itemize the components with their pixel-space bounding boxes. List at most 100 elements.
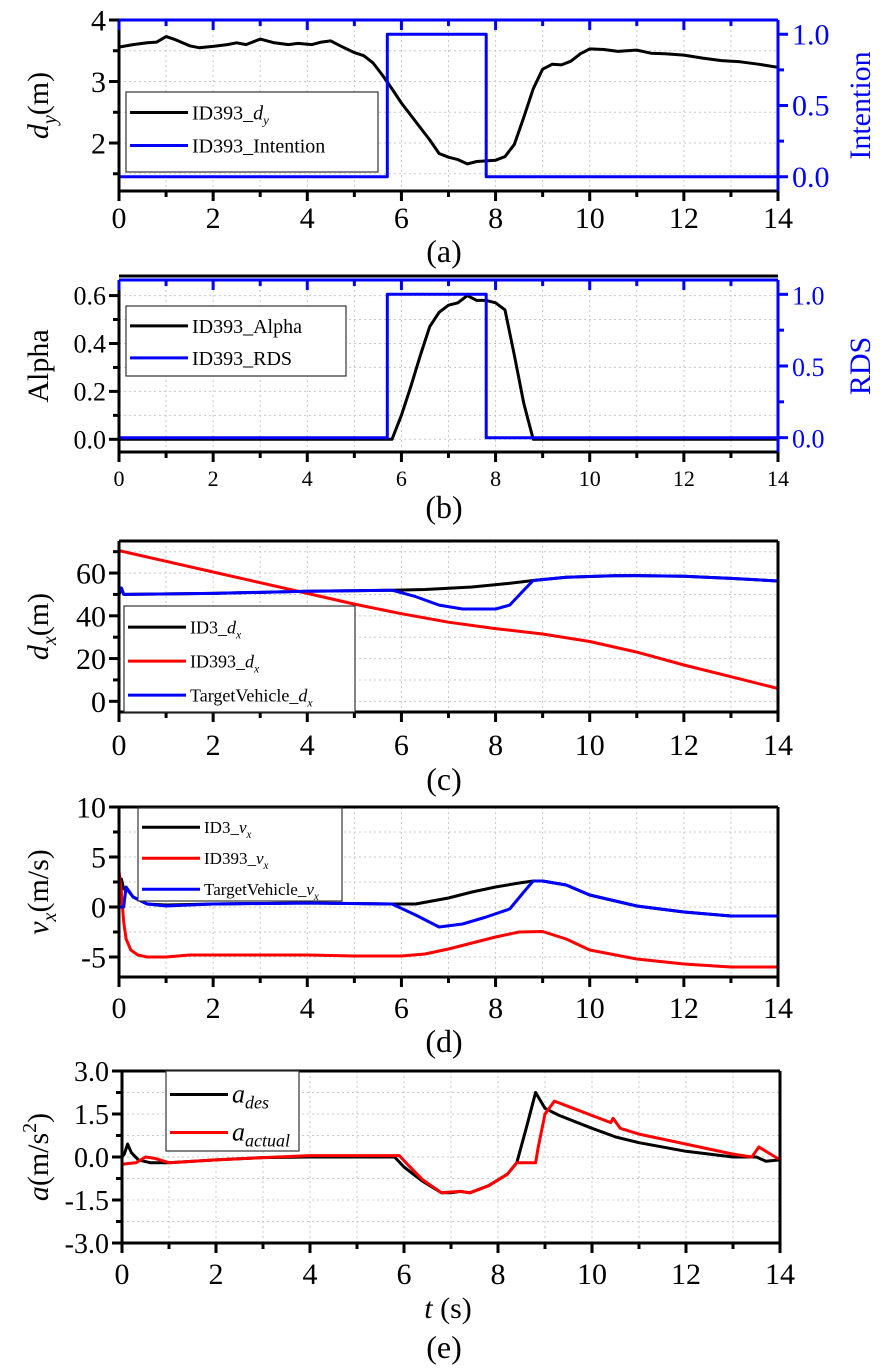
series-line-id393-v-x [117, 870, 778, 969]
y-tick-label: -5 [81, 942, 106, 975]
legend-label-subscript: x [306, 696, 313, 709]
y-axis-title-unit: (m) [22, 72, 55, 115]
y-axis-title-symbol: a [22, 1186, 55, 1201]
y-axis-title-subscript: x [39, 912, 61, 922]
y2-axis-title: Intention [844, 51, 877, 159]
panel-c: 0 2 4 6 8 10 12 140204060dx(m)(c)ID3_dxID393_dx… [22, 539, 793, 797]
y-axis-title-unit: (m) [22, 593, 55, 636]
y-axis-title-unit: (m/s) [22, 849, 55, 912]
y-axis-title: a(m/s2) [19, 1113, 55, 1201]
legend-label-symbol: d [253, 102, 264, 124]
y-tick-label: 4 [91, 5, 106, 38]
y-tick-label: 3 [91, 66, 106, 99]
x-tick-label: 0 [114, 466, 125, 491]
legend-label: TargetVehicle_vx [204, 880, 319, 903]
legend-label-subscript: x [253, 662, 260, 675]
legend-box [137, 807, 343, 902]
y2-tick-label: 0.0 [792, 161, 830, 194]
legend-label-subscript: x [235, 628, 242, 641]
legend-box [125, 305, 347, 377]
x-tick-label: 12 [669, 202, 699, 235]
x-tick-label: 2 [206, 202, 221, 235]
x-tick-label: 4 [300, 992, 315, 1025]
x-axis-title-unit: (s) [433, 1292, 472, 1325]
y-axis-title-superscript: 2 [19, 1123, 41, 1133]
series-line-id393-d-x [118, 549, 779, 690]
legend-label: TargetVehicle_dx [190, 685, 313, 709]
x-tick-label: 10 [579, 466, 601, 491]
y-tick-label: 40 [76, 600, 106, 633]
x-tick-label: 12 [669, 992, 699, 1025]
x-tick-label: 4 [300, 202, 315, 235]
x-tick-label: 2 [206, 992, 221, 1025]
legend: ID393_dy ID393_Intention [125, 91, 379, 173]
panel-b: 0 2 4 6 8 10 12 140.00.20.40.60.00.51.0RDSAlpha… [22, 274, 877, 525]
legend-label-text: ID393_RDS [192, 348, 292, 370]
panel-label: (b) [425, 489, 462, 525]
x-tick-label: 8 [491, 1258, 506, 1291]
legend-label-text: ID393_ [192, 102, 254, 124]
legend-label-symbol: d [245, 651, 255, 671]
x-tick-label: 10 [575, 202, 605, 235]
y-tick-label: 3.0 [74, 1057, 109, 1088]
panel-label: (e) [426, 1329, 462, 1365]
panel-e: 0 2 4 6 8 10 12 14-3.0-1.50.01.53.0a(m/s2)t (s)… [19, 1057, 795, 1365]
y-axis-title-symbol: d [22, 644, 55, 660]
legend-label-symbol: a [232, 1117, 245, 1146]
y-tick-label: 5 [91, 842, 106, 875]
legend-label-symbol: v [239, 818, 247, 837]
legend-box [165, 1070, 300, 1152]
legend-label-symbol: d [298, 685, 308, 705]
y2-tick-label: 0.0 [792, 425, 825, 454]
y-axis-title-close: ) [22, 1113, 55, 1123]
x-tick-label: 14 [767, 466, 789, 491]
panel-d: 0 2 4 6 8 10 12 14-50510vx(m/s)(d)ID3_vxID393_v… [22, 792, 793, 1060]
x-tick-label: 4 [303, 1258, 318, 1291]
legend-label-text: TargetVehicle_ [190, 685, 299, 705]
x-tick-label: 10 [575, 992, 605, 1025]
legend-label-text: ID393_Intention [192, 135, 325, 157]
series-line-a-actual [121, 1099, 781, 1195]
legend-box [125, 91, 379, 173]
x-tick-label: 8 [488, 202, 503, 235]
legend-label-symbol: v [306, 880, 314, 899]
x-axis-title: t (s) [424, 1292, 472, 1325]
panel-label: (c) [426, 761, 462, 797]
legend-label: ID3_vx [204, 818, 252, 841]
legend-label-text: ID3_ [204, 818, 239, 837]
panel-a: 0 2 4 6 8 10 12 142340.00.51.0Intentiondy(m)(a)… [22, 5, 877, 270]
legend-label-subscript: x [313, 891, 319, 903]
series-line-targetvehicle-d-x [117, 574, 779, 611]
series-line-targetvehicle-v-x [119, 879, 778, 929]
legend-label-text: TargetVehicle_ [204, 880, 307, 899]
x-tick-label: 12 [669, 729, 699, 762]
legend-label-text: ID393_Alpha [192, 316, 302, 338]
legend-label: ID393_vx [204, 849, 269, 872]
legend-label-symbol: a [232, 1079, 245, 1108]
x-tick-label: 2 [209, 1258, 224, 1291]
y2-tick-label: 1.0 [792, 281, 825, 310]
y2-tick-label: 0.5 [792, 353, 825, 382]
y-axis-title: dy(m) [22, 72, 61, 139]
x-axis-title-symbol: t [424, 1292, 433, 1325]
y-axis-title-subscript: x [39, 636, 61, 646]
y-tick-label: 0.4 [74, 330, 107, 359]
legend-label: aactual [232, 1117, 290, 1150]
legend-label-subscript: x [263, 860, 269, 872]
y2-axis-title: RDS [844, 337, 877, 395]
x-tick-label: 10 [577, 1258, 607, 1291]
x-tick-label: 14 [763, 202, 793, 235]
y-tick-label: 10 [76, 792, 106, 825]
x-tick-label: 8 [490, 466, 501, 491]
x-tick-label: 6 [394, 729, 409, 762]
legend-label-symbol: d [227, 617, 237, 637]
y-axis-title-unit: (m/s [22, 1133, 55, 1186]
legend-label-subscript: actual [245, 1130, 290, 1150]
y-axis-title: Alpha [22, 329, 55, 402]
y2-tick-label: 1.0 [792, 18, 830, 51]
y-axis-title-symbol: d [22, 123, 55, 139]
y-tick-label: 0.2 [74, 377, 107, 406]
